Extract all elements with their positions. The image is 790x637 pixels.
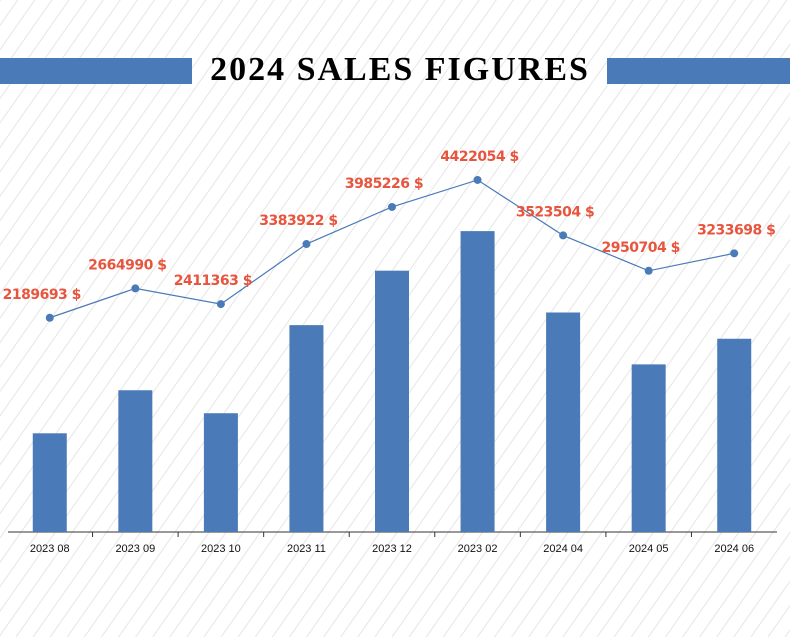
value-label: 3523504 $ xyxy=(516,204,594,220)
value-label: 2411363 $ xyxy=(174,273,252,289)
bar xyxy=(717,338,752,532)
line-point xyxy=(559,231,568,240)
value-label: 3233698 $ xyxy=(697,222,775,238)
value-label: 2664990 $ xyxy=(88,257,166,273)
x-tick-label: 2024 05 xyxy=(629,543,669,555)
bar xyxy=(203,413,238,532)
x-tick-label: 2024 06 xyxy=(714,543,754,555)
bar xyxy=(546,312,581,532)
bar xyxy=(32,433,67,532)
line-point xyxy=(302,240,311,249)
x-tick-label: 2023 11 xyxy=(287,543,326,555)
x-tick-label: 2023 09 xyxy=(115,543,155,555)
value-label: 2950704 $ xyxy=(602,240,680,256)
bar xyxy=(118,390,153,532)
chart-title: 2024 SALES FIGURES xyxy=(210,51,590,88)
x-tick-label: 2024 04 xyxy=(543,543,583,555)
title-band xyxy=(607,58,790,84)
line-point xyxy=(216,300,225,309)
title-band xyxy=(0,58,192,84)
line-point xyxy=(473,175,482,184)
line-point xyxy=(388,202,396,211)
bar xyxy=(460,231,495,532)
bar xyxy=(631,364,666,532)
bar xyxy=(289,325,324,532)
line-point xyxy=(131,284,140,293)
x-tick-label: 2023 12 xyxy=(372,543,412,555)
value-label: 4422054 $ xyxy=(440,149,518,165)
value-label: 3985226 $ xyxy=(345,176,423,192)
x-tick-label: 2023 10 xyxy=(201,543,241,555)
value-label: 2189693 $ xyxy=(3,287,81,303)
line-point xyxy=(644,266,653,275)
line-point xyxy=(730,249,739,258)
x-tick-label: 2023 02 xyxy=(458,543,498,555)
x-tick-label: 2023 08 xyxy=(30,543,70,555)
value-label: 3383922 $ xyxy=(259,213,337,229)
bar xyxy=(375,270,409,532)
line-point xyxy=(45,313,54,322)
